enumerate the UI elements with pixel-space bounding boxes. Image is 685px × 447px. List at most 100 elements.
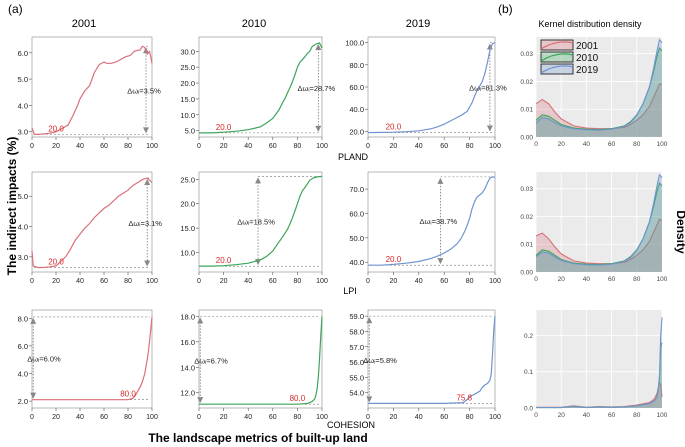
x-tick-label: 80 <box>124 143 132 150</box>
x-tick-label: 80 <box>633 276 641 283</box>
y-tick-label: 0.01 <box>520 242 533 249</box>
line-panel-lpi-2001: 3.0 4.0 5.0 0 20 40 60 80 100 20.0 Δωᵢ=3.1% <box>18 171 162 285</box>
legend-curve-2010 <box>540 53 574 62</box>
x-tick-label: 100 <box>657 276 668 283</box>
x-tick-label: 0 <box>197 414 201 421</box>
x-tick-label: 100 <box>489 414 501 421</box>
panel-b-label: (b) <box>498 2 513 16</box>
threshold-label: 80.0 <box>120 390 136 399</box>
line-panel-pland-2001: 3.0 4.0 5.0 6.0 0 20 40 60 80 100 20.0 Δωᵢ=3.5% <box>18 36 161 150</box>
threshold-label: 20.0 <box>216 123 232 132</box>
series-line-2010 <box>199 316 323 405</box>
density-area-2001 <box>536 84 662 137</box>
y-tick-label: 20.0 <box>180 79 195 88</box>
legend-label-2010: 2010 <box>576 53 599 64</box>
delta-label: Δωᵢ=38.7% <box>420 217 458 226</box>
threshold-label: 20.0 <box>48 257 64 266</box>
year-header-2001: 2001 <box>72 18 96 30</box>
x-tick-label: 80 <box>466 278 474 285</box>
legend-label-2019: 2019 <box>576 65 599 76</box>
series-line-2001 <box>31 177 153 269</box>
y-tick-label: 57.0 <box>349 343 364 352</box>
x-tick-label: 40 <box>76 414 84 421</box>
y-tick-label: 25.0 <box>180 175 195 184</box>
density-area-2001 <box>536 382 662 408</box>
plot-frame <box>31 36 153 138</box>
figure-labels: (a) (b) 2001 2010 2019 Kernel distributi… <box>5 2 685 445</box>
x-tick-label: 100 <box>146 414 158 421</box>
delta-arrow-down <box>30 392 37 399</box>
y-tick-label: 6.0 <box>18 49 28 58</box>
y-tick-label: 0.01 <box>520 107 533 114</box>
y-tick-label: 0.2 <box>524 333 533 340</box>
y-tick-label: 54.0 <box>349 389 364 398</box>
legend-key-2010 <box>540 51 574 63</box>
delta-arrow-up <box>315 44 322 51</box>
x-tick-label: 20 <box>390 414 398 421</box>
density-panel-lpi: 0 20 40 60 80 100 0.00 0.01 0.02 0.03 <box>520 172 668 283</box>
line-panel-lpi-2010: 10.0 15.0 20.0 25.0 0 20 40 60 80 100 20.0 Δωᵢ=18.5… <box>180 171 328 285</box>
x-tick-label: 0 <box>534 276 538 283</box>
plot-frame <box>198 309 323 409</box>
delta-label: Δωᵢ=5.8% <box>363 356 397 365</box>
density-area-2010 <box>536 48 662 137</box>
x-tick-label: 100 <box>146 278 158 285</box>
delta-arrow-up <box>366 317 373 324</box>
y-tick-label: 0.00 <box>520 270 533 277</box>
density-line-2019 <box>535 173 663 266</box>
y-tick-label: 3.0 <box>18 128 28 137</box>
delta-arrow-down <box>144 260 151 267</box>
y-tick-label: 3.0 <box>18 253 28 262</box>
delta-label: Δωᵢ=6.0% <box>27 354 61 363</box>
density-line-2019 <box>536 317 663 409</box>
delta-label: Δωᵢ=28.7% <box>297 84 335 93</box>
delta-label: Δωᵢ=18.5% <box>237 217 275 226</box>
y-tick-label: 59.0 <box>349 312 364 321</box>
x-tick-label: 60 <box>608 276 616 283</box>
x-tick-label: 20 <box>558 412 566 419</box>
x-tick-label: 60 <box>440 414 448 421</box>
delta-arrow-down <box>437 258 444 265</box>
y-tick-label: 20.0 <box>349 127 364 136</box>
x-tick-label: 20 <box>220 143 228 150</box>
series-line-2019 <box>367 42 496 134</box>
y-tick-label: 100.0 <box>345 39 364 48</box>
x-tick-label: 80 <box>124 278 132 285</box>
x-tick-label: 60 <box>608 412 616 419</box>
x-tick-label: 80 <box>633 412 641 419</box>
density-area-2001 <box>536 219 662 272</box>
y-tick-label: 70.0 <box>349 185 364 194</box>
density-bg <box>536 310 662 408</box>
y-tick-label: 25.0 <box>180 63 195 72</box>
x-tick-label: 0 <box>366 143 370 150</box>
y-tick-label: 55.0 <box>349 373 364 382</box>
y-tick-label: 5.0 <box>18 75 28 84</box>
x-tick-label: 20 <box>220 278 228 285</box>
year-header-2019: 2019 <box>406 18 430 30</box>
x-tick-label: 40 <box>244 278 252 285</box>
y-tick-label: 18.0 <box>180 312 195 321</box>
y-tick-label: 0.02 <box>520 214 533 221</box>
line-panel-cohesion-2001: 2.0 4.0 6.0 8.0 0 20 40 60 80 100 80.0 Δωᵢ=6.0% <box>18 309 158 421</box>
metric-label-lpi: LPI <box>343 286 357 296</box>
x-tick-label: 0 <box>30 143 34 150</box>
x-tick-label: 100 <box>489 143 501 150</box>
x-tick-label: 100 <box>316 414 328 421</box>
x-tick-label: 20 <box>52 278 60 285</box>
delta-label: Δωᵢ=3.1% <box>128 219 162 228</box>
delta-arrow-down <box>143 127 149 134</box>
legend-key-2001 <box>540 39 574 51</box>
x-tick-label: 20 <box>52 414 60 421</box>
x-tick-label: 100 <box>657 141 668 148</box>
x-tick-label: 80 <box>294 143 302 150</box>
y-tick-label: 58.0 <box>349 327 364 336</box>
y-tick-label: 40.0 <box>349 105 364 114</box>
legend-label-2001: 2001 <box>576 41 599 52</box>
y-tick-label: 4.0 <box>18 369 28 378</box>
x-tick-label: 20 <box>52 143 60 150</box>
density-title: Kernel distribution density <box>538 19 642 29</box>
x-tick-label: 60 <box>608 141 616 148</box>
panel-a-label: (a) <box>8 2 23 16</box>
series-line-2019 <box>368 316 496 404</box>
